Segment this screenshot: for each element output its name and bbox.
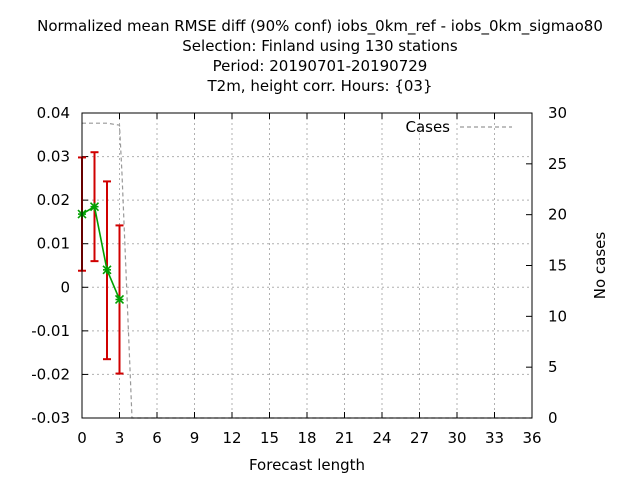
x-tick-label: 12 xyxy=(222,429,241,447)
y-tick-label: -0.02 xyxy=(31,365,70,383)
y-tick-label: -0.03 xyxy=(31,409,70,427)
grid xyxy=(82,113,532,418)
data-point xyxy=(102,265,112,275)
right-y-axis-label: No cases xyxy=(591,232,609,300)
x-tick-label: 6 xyxy=(152,429,162,447)
y-tick-label: -0.01 xyxy=(31,322,70,340)
legend: Cases xyxy=(405,118,512,136)
x-tick-label: 3 xyxy=(115,429,125,447)
chart-title: Normalized mean RMSE diff (90% conf) iob… xyxy=(37,17,603,95)
y-tick-label: 0.03 xyxy=(37,148,70,166)
x-tick-label: 0 xyxy=(77,429,87,447)
y-right-tick-label: 0 xyxy=(548,409,558,427)
y-tick-label: 0 xyxy=(60,278,70,296)
title-line: Selection: Finland using 130 stations xyxy=(182,37,458,55)
y-right-tick-label: 30 xyxy=(548,104,567,122)
x-tick-label: 9 xyxy=(190,429,200,447)
x-tick-label: 36 xyxy=(522,429,541,447)
y-tick-label: 0.04 xyxy=(37,104,70,122)
x-axis-label: Forecast length xyxy=(249,456,365,474)
axis-ticks: 0 3 6 9 12 15 18 21 24 27 30 33 360.040.030.020.010-… xyxy=(31,104,567,447)
data-point xyxy=(114,294,125,305)
x-tick-label: 27 xyxy=(410,429,429,447)
x-tick-label: 24 xyxy=(372,429,391,447)
x-tick-label: 33 xyxy=(485,429,504,447)
x-tick-label: 15 xyxy=(260,429,279,447)
y-right-tick-label: 5 xyxy=(548,358,558,376)
data-point xyxy=(89,202,100,212)
y-right-tick-label: 25 xyxy=(548,155,567,173)
title-line: T2m, height corr. Hours: {03} xyxy=(206,77,432,95)
plot-frame xyxy=(81,112,533,419)
x-tick-label: 18 xyxy=(297,429,316,447)
y-tick-label: 0.01 xyxy=(37,235,70,253)
y-tick-label: 0.02 xyxy=(37,191,70,209)
title-line: Period: 20190701-20190729 xyxy=(213,57,428,75)
x-tick-label: 30 xyxy=(447,429,466,447)
title-line: Normalized mean RMSE diff (90% conf) iob… xyxy=(37,17,603,36)
legend-cases-label: Cases xyxy=(405,118,450,136)
x-tick-label: 21 xyxy=(335,429,354,447)
rmse-diff-series xyxy=(77,151,125,375)
y-right-tick-label: 15 xyxy=(548,257,567,275)
rmse-diff-line xyxy=(81,205,121,300)
y-right-tick-label: 10 xyxy=(548,307,567,325)
y-right-tick-label: 20 xyxy=(548,206,567,224)
